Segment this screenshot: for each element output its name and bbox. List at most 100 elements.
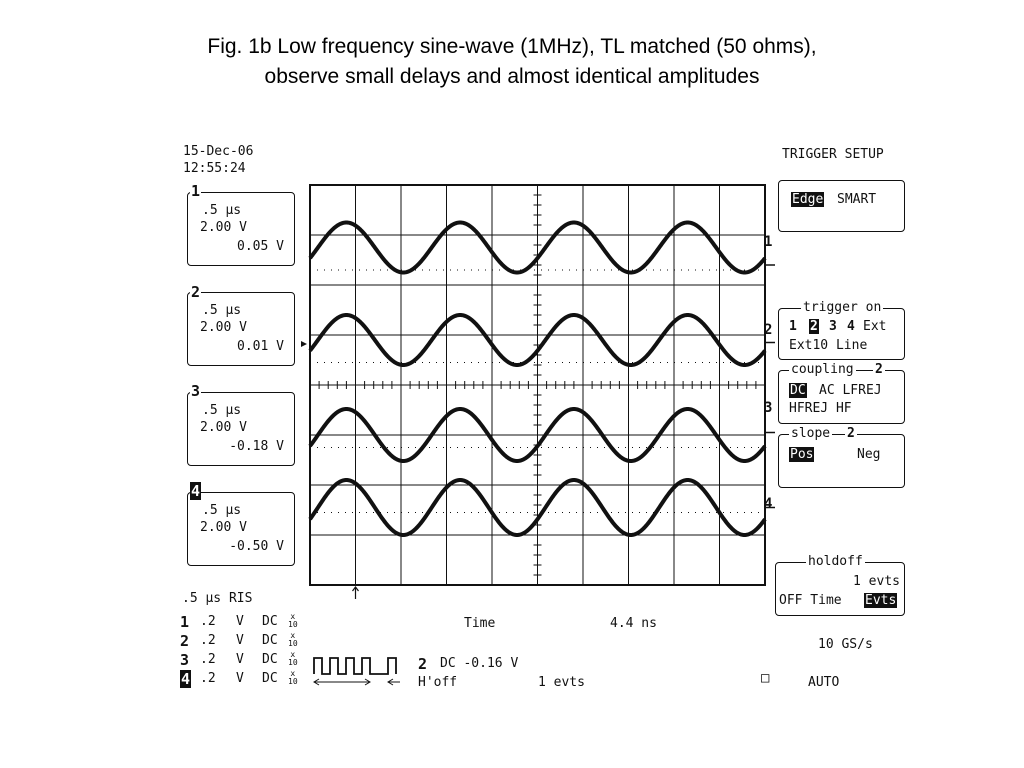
slope-neg[interactable]: Neg: [857, 447, 881, 462]
date-readout: 15-Dec-06: [183, 144, 254, 159]
channel-4-number: 4: [190, 482, 202, 500]
channel-1-timebase: .5 µs: [202, 203, 242, 218]
trigger-on-ch3[interactable]: 3: [829, 319, 837, 334]
channel-2-ground-marker: [301, 341, 307, 347]
channel-3-number: 3: [190, 382, 202, 400]
ch-row-4-scale: .2: [200, 671, 216, 686]
slope-channel: 2: [845, 426, 857, 441]
trigger-type-menu[interactable]: Edge SMART: [778, 180, 905, 232]
trigger-on-ch4[interactable]: 4: [847, 319, 855, 334]
ch-row-2-scale: .2: [200, 633, 216, 648]
mode-square-icon: □: [761, 670, 770, 686]
trigger-on-ext[interactable]: Ext: [863, 319, 887, 334]
ch-row-4-probe-top: x: [290, 669, 296, 678]
waveform-traces: [308, 220, 767, 537]
channel-3-box[interactable]: .5 µs 2.00 V -0.18 V: [187, 392, 295, 466]
waveform-trace-3: [308, 407, 767, 463]
ch-row-1-probe-top: x: [290, 612, 296, 621]
channel-4-volts: 2.00 V: [200, 520, 247, 535]
holdoff-menu[interactable]: holdoff 1 evts OFF Time Evts: [775, 554, 905, 616]
hoff-label: H'off: [418, 675, 458, 690]
ch-row-1-scale: .2: [200, 614, 216, 629]
trigger-on-ch1[interactable]: 1: [789, 319, 797, 334]
ch-row-4-num: 4: [180, 670, 192, 688]
waveform-trace-1: [308, 220, 767, 275]
trigger-on-label: trigger on: [801, 300, 884, 315]
trigger-setup-title: TRIGGER SETUP: [782, 147, 884, 162]
channel-3-timebase: .5 µs: [202, 403, 242, 418]
time-value: 4.4 ns: [610, 616, 657, 631]
ch-row-3-unit: V: [236, 652, 244, 667]
time-readout: 12:55:24: [183, 161, 246, 176]
trigger-position-arrowhead: [352, 586, 359, 592]
channel-2-number: 2: [190, 283, 202, 301]
ch-row-4-unit: V: [236, 671, 244, 686]
waveform-trace-4: [308, 478, 767, 537]
holdoff-evts[interactable]: Evts: [864, 593, 898, 608]
coupling-dc[interactable]: DC: [789, 383, 807, 398]
trig-info: DC -0.16 V: [440, 656, 519, 671]
channel-2-box[interactable]: .5 µs 2.00 V 0.01 V: [187, 292, 295, 366]
trigger-type-edge[interactable]: Edge: [791, 192, 825, 207]
coupling-hfrej-hf[interactable]: HFREJ HF: [789, 401, 852, 416]
holdoff-label: holdoff: [806, 554, 865, 569]
ch-row-1-coupling: DC: [262, 614, 278, 629]
waveform-trace-2: [308, 313, 767, 367]
coupling-label: coupling: [789, 362, 856, 377]
ch-row-3-num: 3: [180, 651, 190, 669]
ch-row-2-probe-bottom: 10: [288, 639, 298, 648]
slope-label: slope: [789, 426, 833, 441]
trace-label-2: 2: [764, 322, 773, 338]
trigger-on-menu[interactable]: trigger on 1 2 3 4 Ext Ext10 Line: [778, 300, 905, 360]
channel-4-box[interactable]: .5 µs 2.00 V -0.50 V: [187, 492, 295, 566]
channel-3-volts: 2.00 V: [200, 420, 247, 435]
sample-rate: 10 GS/s: [818, 637, 873, 652]
ch-row-3-probe-bottom: 10: [288, 658, 298, 667]
figure-caption-line2: observe small delays and almost identica…: [264, 65, 760, 88]
holdoff-value: 1 evts: [853, 574, 900, 589]
ch-row-2-num: 2: [180, 632, 190, 650]
ch-row-2-probe-top: x: [290, 631, 296, 640]
holdoff-off-time[interactable]: OFF Time: [779, 593, 842, 608]
figure-caption-line1: Fig. 1b Low frequency sine-wave (1MHz), …: [207, 35, 817, 58]
channel-2-offset: 0.01 V: [237, 339, 284, 354]
coupling-ac-lfrej[interactable]: AC LFREJ: [819, 383, 882, 398]
time-label: Time: [464, 616, 496, 631]
channel-2-timebase: .5 µs: [202, 303, 242, 318]
ch-row-1-num: 1: [180, 613, 190, 631]
channel-1-volts: 2.00 V: [200, 220, 247, 235]
slope-menu[interactable]: slope 2 Pos Neg: [778, 426, 905, 488]
oscilloscope-grid: [301, 184, 775, 599]
ch-row-1-unit: V: [236, 614, 244, 629]
hoff-value: 1 evts: [538, 675, 585, 690]
channel-1-number: 1: [190, 182, 202, 200]
channel-4-timebase: .5 µs: [202, 503, 242, 518]
coupling-menu[interactable]: coupling 2 DC AC LFREJ HFREJ HF: [778, 362, 905, 424]
trigger-mode: AUTO: [808, 675, 840, 690]
grid-lines: [309, 184, 766, 586]
trace-label-1: 1: [764, 234, 773, 250]
coupling-channel: 2: [873, 362, 885, 377]
channel-2-volts: 2.00 V: [200, 320, 247, 335]
ch-row-1-probe-bottom: 10: [288, 620, 298, 629]
trig-channel-number: 2: [418, 655, 428, 673]
trigger-type-smart[interactable]: SMART: [837, 192, 877, 207]
timebase-mode: .5 µs RIS: [182, 591, 253, 606]
channel-settings-list: 1 .2 V DC x 10 2 .2 V DC x 10 3 .2 V DC …: [180, 612, 310, 694]
trace-label-3: 3: [764, 400, 773, 416]
channel-3-offset: -0.18 V: [229, 439, 284, 454]
ch-row-3-scale: .2: [200, 652, 216, 667]
channel-4-offset: -0.50 V: [229, 539, 284, 554]
ch-row-3-coupling: DC: [262, 652, 278, 667]
trigger-on-ch2[interactable]: 2: [809, 319, 819, 334]
slope-pos[interactable]: Pos: [789, 447, 815, 462]
ch-row-4-coupling: DC: [262, 671, 278, 686]
ch-row-2-unit: V: [236, 633, 244, 648]
ch-row-4-probe-bottom: 10: [288, 677, 298, 686]
pulse-train-icon: [313, 657, 400, 686]
trigger-on-ext10-line[interactable]: Ext10 Line: [789, 338, 868, 353]
trace-markers: [301, 264, 775, 599]
trace-label-4: 4: [764, 496, 773, 512]
ch-row-3-probe-top: x: [290, 650, 296, 659]
channel-1-box[interactable]: .5 µs 2.00 V 0.05 V: [187, 192, 295, 266]
